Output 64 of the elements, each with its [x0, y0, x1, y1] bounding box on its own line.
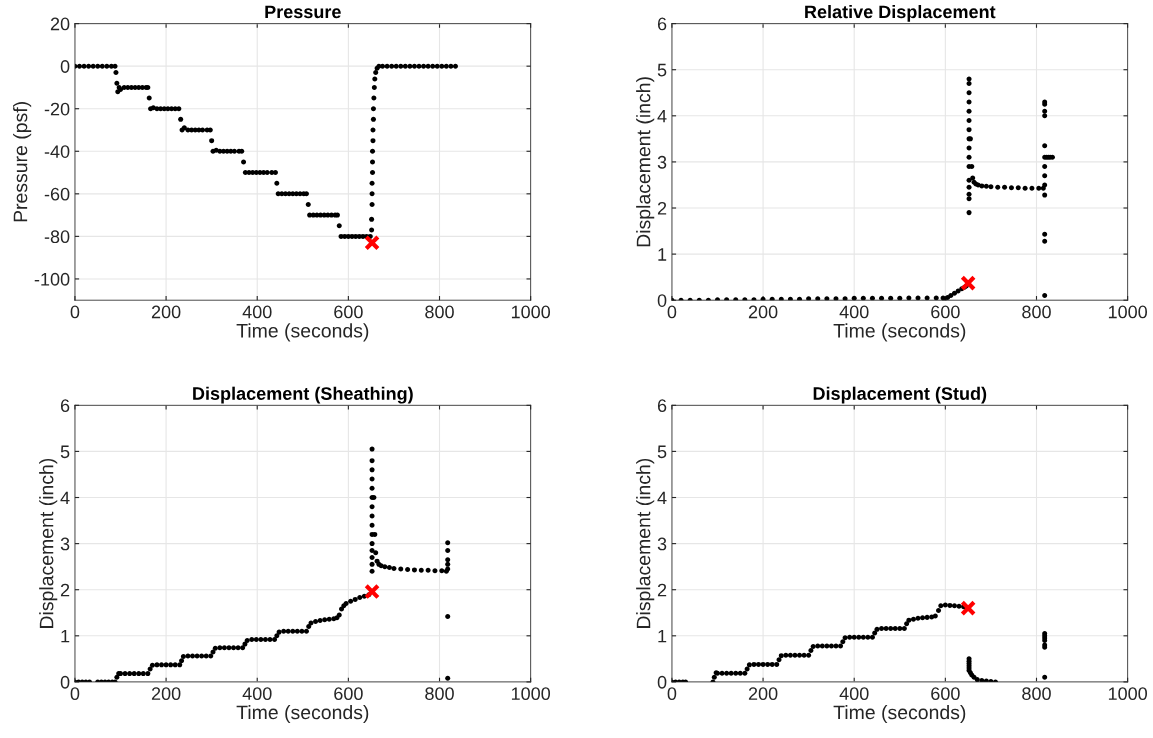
x-tick-label: 0	[667, 687, 677, 701]
x-axis-title: Time (seconds)	[833, 323, 966, 342]
x-tick-label: 800	[425, 305, 454, 319]
chart-title: Displacement (Stud)	[813, 386, 987, 404]
x-axis-title: Time (seconds)	[236, 704, 369, 724]
y-tick-label: 4	[60, 491, 70, 505]
x-tick-label: 1000	[511, 687, 551, 701]
chart-title: Pressure	[265, 5, 341, 19]
x-tick-label: 200	[151, 305, 181, 319]
y-tick-label: 5	[657, 63, 667, 77]
y-tick-label: 5	[657, 445, 667, 459]
x-tick-label: 0	[70, 305, 80, 319]
x-tick-label: 200	[748, 305, 778, 319]
chart-title: Relative Displacement	[805, 4, 996, 22]
x-tick-label: 0	[70, 687, 80, 701]
y-tick-label: 1	[61, 629, 70, 643]
x-tick-label: 600	[931, 687, 960, 701]
y-tick-label: 4	[657, 109, 667, 123]
x-tick-label: 1000	[1108, 687, 1148, 701]
y-tick-label: 2	[657, 201, 667, 215]
x-tick-label: 600	[931, 305, 960, 319]
y-tick-label: 0	[60, 60, 70, 73]
x-tick-label: 800	[1022, 305, 1051, 319]
x-tick-label: 400	[839, 305, 869, 319]
x-tick-label: 800	[1022, 687, 1051, 701]
x-tick-label: 400	[242, 687, 272, 701]
y-tick-label: 3	[657, 155, 667, 169]
x-tick-label: 400	[839, 687, 869, 701]
y-tick-label: 6	[60, 399, 70, 413]
y-axis-title: Displacement (inch)	[636, 458, 655, 628]
y-tick-label: -20	[44, 102, 70, 116]
x-tick-label: 1000	[511, 305, 551, 319]
y-axis-title: Displacement (inch)	[39, 458, 58, 628]
x-axis-title: Time (seconds)	[833, 704, 966, 724]
y-tick-label: 3	[657, 537, 667, 551]
y-tick-label: 1	[658, 629, 667, 643]
y-tick-label: 1	[658, 248, 667, 261]
y-axis-title: Pressure (psf)	[13, 102, 32, 222]
y-tick-label: -80	[44, 230, 70, 244]
y-tick-label: 0	[657, 294, 667, 307]
x-tick-label: 0	[667, 305, 677, 319]
y-tick-label: 0	[60, 675, 70, 689]
x-tick-label: 1000	[1108, 305, 1148, 319]
y-tick-label: 20	[50, 17, 70, 31]
x-tick-label: 200	[151, 687, 181, 701]
y-tick-label: 0	[657, 675, 667, 689]
y-axis-title: Displacement (inch)	[636, 77, 655, 247]
y-tick-label: 2	[657, 583, 667, 597]
y-tick-label: -100	[34, 272, 70, 286]
y-tick-label: 3	[60, 537, 70, 551]
y-tick-label: 4	[657, 491, 667, 505]
x-tick-label: 200	[748, 687, 778, 701]
y-tick-label: 6	[657, 399, 667, 413]
y-tick-label: 2	[60, 583, 70, 597]
x-tick-label: 600	[334, 305, 363, 319]
y-tick-label: 5	[60, 445, 70, 459]
chart-title: Displacement (Sheathing)	[193, 386, 413, 404]
x-tick-label: 600	[334, 687, 363, 701]
y-tick-label: 6	[657, 17, 667, 31]
x-tick-label: 800	[425, 687, 454, 701]
x-tick-label: 400	[242, 305, 272, 319]
y-tick-label: -60	[44, 187, 70, 201]
y-tick-label: -40	[44, 145, 70, 158]
x-axis-title: Time (seconds)	[236, 323, 369, 342]
